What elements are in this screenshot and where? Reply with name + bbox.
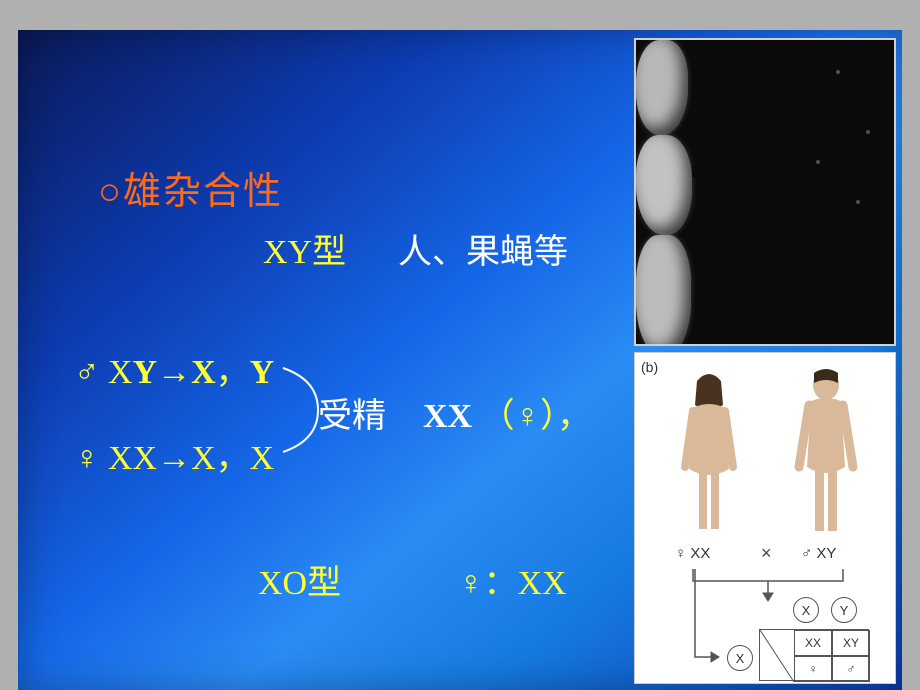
human-cross-diagram: (b) [634, 352, 896, 684]
gamete-x-female: X [727, 645, 753, 671]
gamete-x: X [793, 597, 819, 623]
cell-xx: XX [794, 630, 832, 656]
gamete-y: Y [831, 597, 857, 623]
cell-male-sym: ♂ [832, 656, 870, 682]
fert-label: 受精 [318, 398, 386, 435]
fert-xx: XX [423, 398, 472, 435]
punnett-square: XX XY ♀ ♂ [759, 629, 869, 681]
rest: ， [216, 354, 250, 391]
female-caption: ♀ XX [675, 545, 710, 562]
xy-type-label: XY型 [263, 224, 346, 273]
female-gamete-arrow [689, 565, 729, 673]
male-gametes-line: ♂ XY→X，Y [74, 344, 274, 393]
xy-examples: 人、果蝇等 [398, 224, 568, 273]
xo-type-label: XO型 [258, 555, 341, 604]
chromosome-micrograph [634, 38, 896, 346]
y-emph: Y→X [133, 354, 216, 391]
cross-symbol: × [761, 543, 772, 564]
female-figure [673, 371, 745, 541]
fertilization-line: 受精 XX （♀）， [318, 388, 591, 437]
male-symbol: ♂ X [74, 354, 133, 391]
y2: Y [250, 354, 275, 391]
male-figure [787, 367, 865, 543]
male-caption: ♂ XY [801, 545, 836, 562]
slide: ○雄杂合性 XY型 人、果蝇等 ♂ XY→X，Y ♀ XX→X，X 受精 XX … [18, 30, 902, 690]
section-header: ○雄杂合性 [98, 160, 283, 215]
panel-label-b: (b) [641, 359, 658, 375]
fert-xx-sex: （♀）， [481, 398, 592, 435]
cell-xy: XY [832, 630, 870, 656]
cell-female-sym: ♀ [794, 656, 832, 682]
xo-female-label: ♀：XX [458, 555, 567, 604]
female-gametes-line: ♀ XX→X，X [74, 430, 274, 479]
viewport: ○雄杂合性 XY型 人、果蝇等 ♂ XY→X，Y ♀ XX→X，X 受精 XX … [0, 0, 920, 690]
